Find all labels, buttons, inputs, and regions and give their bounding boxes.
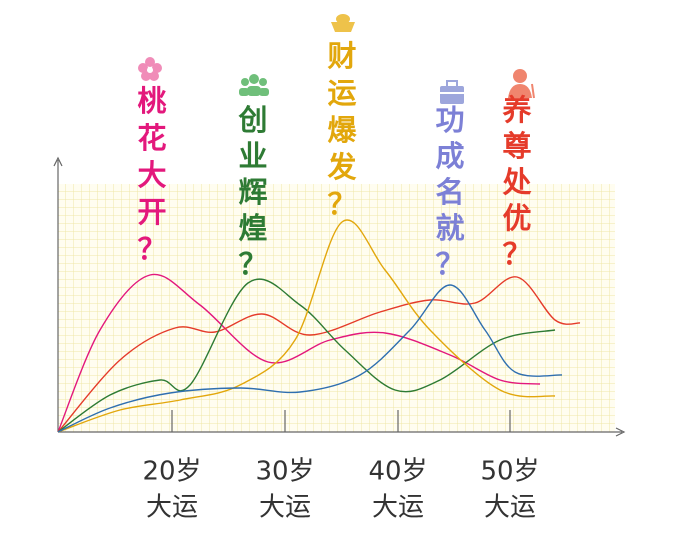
annotation: 功成名就？ [435,103,464,281]
x-label-text: 大运 [259,493,311,523]
annotation-text: 养尊处优？ [501,93,531,271]
x-label-text: 大运 [372,493,424,523]
curve [57,219,556,433]
annotation: 财运爆发？ [326,39,357,221]
x-label-age: 40岁 [368,457,427,487]
annotation-text: 财运爆发？ [326,39,357,221]
annotation-text: 功成名就？ [435,103,464,281]
annotation-text: 创业辉煌？ [237,103,267,281]
annotation: 养尊处优？ [501,93,531,271]
curve [57,273,541,433]
annotation-text: 桃花大开？ [137,84,166,266]
x-label-text: 大运 [484,493,536,523]
annotation: 创业辉煌？ [237,103,267,281]
x-label-age: 20岁 [142,457,201,487]
axes [53,156,626,437]
curve [57,276,581,433]
annotation: 桃花大开？ [137,84,166,266]
icons [138,14,535,104]
x-label-text: 大运 [146,493,198,523]
grid [58,184,615,432]
x-label-age: 30岁 [255,457,314,487]
x-label-age: 50岁 [480,457,539,487]
curve [57,284,563,433]
curve [57,278,556,433]
curves [57,219,581,433]
